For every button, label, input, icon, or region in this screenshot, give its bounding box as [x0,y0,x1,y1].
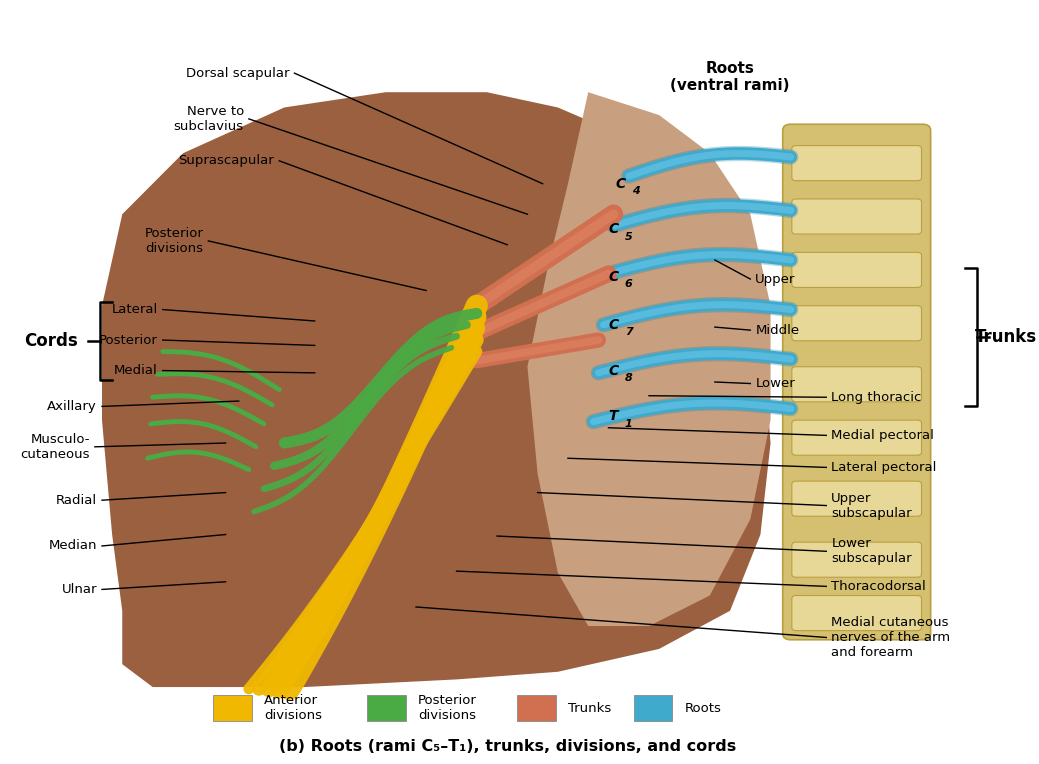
Text: Posterior: Posterior [99,334,158,347]
Text: Suprascapular: Suprascapular [179,154,274,167]
Text: (b) Roots (rami C₅–T₁), trunks, divisions, and cords: (b) Roots (rami C₅–T₁), trunks, division… [278,739,736,754]
Text: Axillary: Axillary [47,400,97,413]
Text: Medial pectoral: Medial pectoral [831,429,934,442]
Text: 7: 7 [624,328,633,338]
FancyBboxPatch shape [792,595,922,630]
Text: Cords: Cords [25,332,78,350]
FancyBboxPatch shape [782,125,931,639]
FancyBboxPatch shape [213,695,251,721]
Text: C: C [609,318,618,332]
Polygon shape [102,92,771,687]
Polygon shape [528,92,771,626]
Text: C: C [609,364,618,377]
Text: T: T [609,410,618,423]
Text: Medial: Medial [114,364,158,377]
Text: Upper: Upper [755,273,796,286]
Text: Roots
(ventral rami): Roots (ventral rami) [670,61,790,93]
Text: Thoracodorsal: Thoracodorsal [831,580,926,593]
Text: Median: Median [49,539,97,552]
Text: Dorsal scapular: Dorsal scapular [186,66,290,79]
FancyBboxPatch shape [792,542,922,578]
Text: Posterior
divisions: Posterior divisions [144,227,204,255]
Text: 6: 6 [624,280,633,290]
FancyBboxPatch shape [792,306,922,341]
Text: Lower: Lower [755,377,795,390]
Text: Posterior
divisions: Posterior divisions [418,694,477,723]
Text: 8: 8 [624,373,633,384]
Text: 4: 4 [632,186,640,196]
Text: Trunks: Trunks [568,702,611,715]
Text: Lateral pectoral: Lateral pectoral [831,461,937,474]
Text: Roots: Roots [685,702,721,715]
Text: Anterior
divisions: Anterior divisions [264,694,322,723]
Text: 5: 5 [624,232,633,242]
FancyBboxPatch shape [792,367,922,402]
Text: Radial: Radial [56,494,97,507]
Text: Nerve to
subclavius: Nerve to subclavius [174,105,244,133]
Text: C: C [615,176,625,191]
Text: C: C [609,270,618,283]
Text: Trunks: Trunks [975,328,1037,346]
FancyBboxPatch shape [634,695,672,721]
FancyBboxPatch shape [792,199,922,234]
Text: 1: 1 [624,419,633,429]
Text: Middle: Middle [755,324,799,337]
Text: Medial cutaneous
nerves of the arm
and forearm: Medial cutaneous nerves of the arm and f… [831,616,951,659]
FancyBboxPatch shape [368,695,406,721]
FancyBboxPatch shape [792,252,922,287]
Text: Long thoracic: Long thoracic [831,390,922,403]
Text: Lower
subscapular: Lower subscapular [831,537,912,565]
FancyBboxPatch shape [792,146,922,180]
Text: C: C [609,222,618,237]
FancyBboxPatch shape [792,481,922,516]
FancyBboxPatch shape [792,420,922,455]
Text: Upper
subscapular: Upper subscapular [831,491,912,520]
Text: Musculo-
cutaneous: Musculo- cutaneous [21,433,89,461]
Text: Lateral: Lateral [111,303,158,316]
FancyBboxPatch shape [517,695,556,721]
Text: Ulnar: Ulnar [61,583,97,596]
